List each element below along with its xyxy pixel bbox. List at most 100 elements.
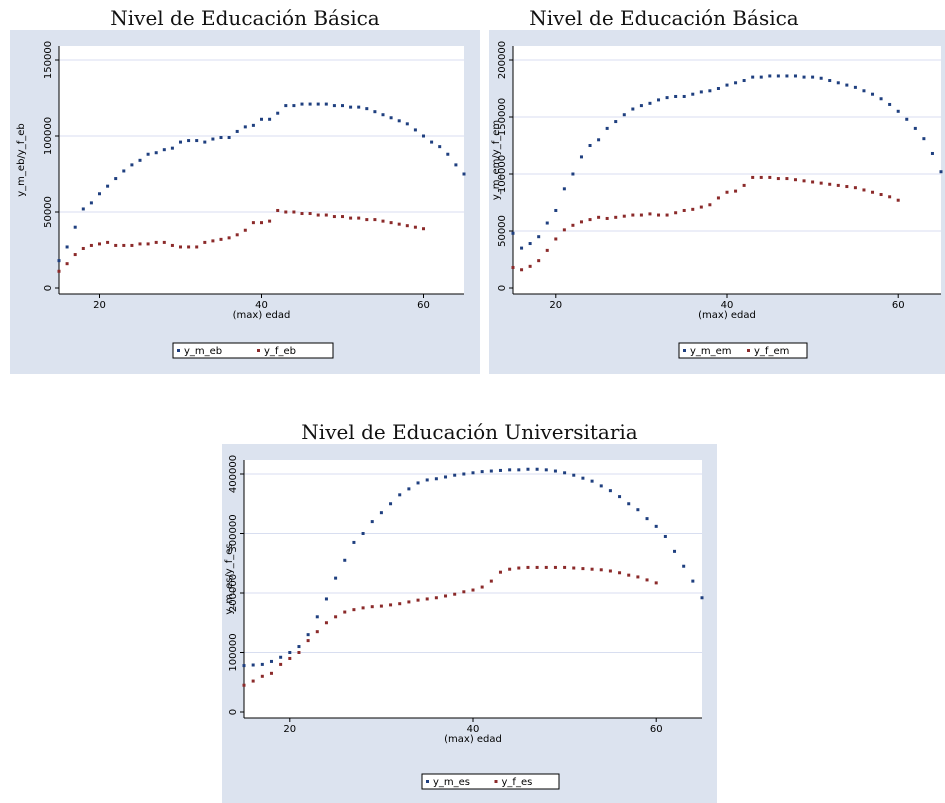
data-point [811, 180, 815, 184]
data-point [341, 104, 344, 108]
data-point [361, 532, 365, 535]
data-point [251, 221, 255, 225]
data-point [315, 615, 319, 619]
data-point [332, 215, 336, 219]
data-point [627, 573, 631, 577]
data-point [413, 128, 417, 132]
data-point [520, 268, 524, 272]
data-point [276, 111, 280, 115]
y-tick-label: 200000 [228, 574, 239, 612]
data-point [471, 471, 475, 475]
data-point [562, 187, 566, 191]
data-point [146, 242, 150, 246]
data-point [398, 493, 402, 497]
x-tick-label: 40 [721, 300, 734, 311]
x-tick-label: 60 [892, 300, 905, 311]
data-point [674, 211, 678, 215]
data-point [636, 508, 640, 512]
data-point [138, 158, 142, 162]
y-tick-label: 0 [43, 285, 54, 291]
data-point [939, 170, 943, 174]
x-tick-label: 40 [467, 724, 480, 735]
data-point [316, 213, 320, 217]
data-point [361, 606, 365, 610]
data-point [422, 227, 425, 231]
data-point [407, 600, 411, 604]
y-tick-label: 200000 [497, 41, 508, 79]
data-point [674, 94, 678, 98]
data-point [251, 679, 255, 683]
data-point [154, 151, 158, 155]
data-point [211, 239, 215, 243]
data-point [657, 98, 661, 102]
data-point [284, 104, 288, 108]
data-point [648, 212, 652, 216]
data-point [785, 177, 789, 181]
data-point [288, 651, 292, 654]
data-point [269, 659, 273, 663]
data-point [422, 134, 425, 138]
data-point [434, 596, 438, 600]
x-tick-label: 20 [283, 724, 296, 735]
data-point [489, 579, 493, 583]
data-point [699, 90, 703, 94]
legend-label: y_f_eb [264, 346, 296, 357]
data-point [405, 224, 409, 228]
data-point [913, 126, 917, 130]
data-point [243, 228, 247, 232]
data-point [511, 265, 515, 269]
data-point [828, 79, 832, 83]
data-point [544, 468, 548, 472]
data-point [89, 243, 93, 247]
data-point [416, 481, 420, 485]
data-point [454, 163, 458, 167]
data-point [896, 109, 900, 113]
data-point [444, 594, 448, 598]
data-point [614, 215, 618, 219]
chart-svg: 0 100000 200000 300000 400000 20 40 60 (max) eda… [222, 444, 717, 803]
y-tick-label: 300000 [228, 514, 239, 552]
data-point [528, 242, 532, 246]
data-point [528, 264, 532, 268]
data-point [316, 102, 320, 106]
data-point [614, 120, 618, 124]
data-point [645, 578, 649, 582]
legend-label: y_m_es [433, 777, 470, 788]
data-point [203, 240, 207, 244]
data-point [389, 603, 393, 607]
data-point [269, 671, 273, 675]
data-point [871, 92, 875, 96]
data-point [563, 565, 567, 569]
y-axis-label: y_m_es/y_f_es [224, 543, 235, 614]
y-tick-label: 50000 [497, 215, 508, 247]
data-point [373, 218, 377, 222]
data-point [260, 221, 263, 225]
data-point [836, 81, 840, 85]
data-point [599, 484, 603, 488]
data-point [793, 74, 797, 78]
data-point [243, 125, 247, 129]
data-point [853, 85, 857, 89]
legend-marker [426, 780, 429, 783]
data-point [673, 549, 677, 553]
data-point [581, 476, 585, 480]
data-point [759, 175, 763, 179]
data-point [73, 253, 77, 257]
data-point [195, 245, 199, 249]
data-point [836, 183, 840, 187]
data-point [811, 75, 815, 79]
x-axis-label: (max) edad [698, 310, 756, 321]
x-tick-label: 60 [650, 724, 663, 735]
data-point [227, 236, 231, 240]
data-point [802, 75, 806, 79]
data-point [776, 74, 780, 78]
data-point [648, 101, 652, 105]
data-point [793, 178, 797, 182]
data-point [425, 597, 429, 601]
data-point [588, 218, 592, 222]
data-point [862, 188, 866, 192]
data-point [430, 140, 434, 144]
data-point [279, 662, 283, 666]
data-point [334, 576, 338, 580]
data-point [480, 470, 484, 474]
